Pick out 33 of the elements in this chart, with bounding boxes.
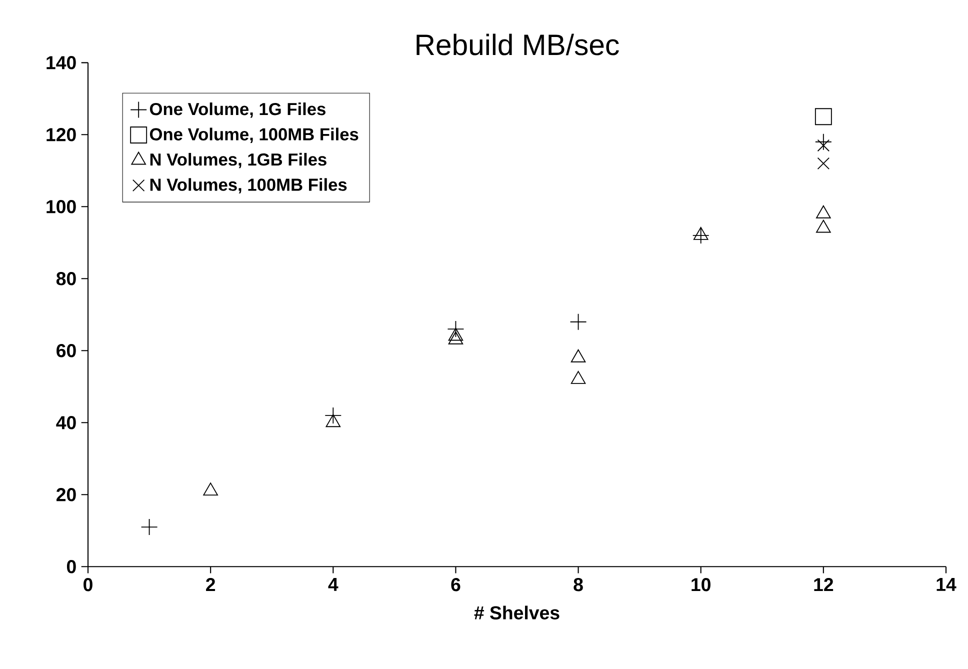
y-tick-label: 60	[56, 344, 76, 358]
legend-label: One Volume, 100MB Files	[150, 128, 358, 143]
y-tick-label: 100	[46, 200, 76, 214]
y-tick-label: 120	[46, 128, 76, 142]
legend-label: One Volume, 1G Files	[150, 102, 326, 118]
point	[326, 414, 341, 427]
y-tick-label: 80	[56, 272, 76, 286]
y-tick-label: 140	[46, 56, 76, 70]
x-tick-label: 2	[206, 578, 216, 591]
chart-title: Rebuild MB/sec	[416, 34, 619, 56]
point	[448, 331, 464, 344]
x-tick-label: 6	[451, 578, 460, 592]
x-tick-label: 8	[574, 578, 583, 592]
x-tick-label: 14	[936, 578, 956, 591]
x-tick-label: 4	[328, 578, 338, 591]
legend-label: N Volumes, 1GB Files	[150, 152, 326, 168]
point	[448, 328, 464, 341]
y-tick-label: 0	[66, 560, 76, 574]
point	[817, 157, 830, 170]
legend-label: N Volumes, 100MB Files	[150, 178, 347, 194]
x-tick-label: 12	[814, 578, 834, 591]
point	[570, 370, 586, 384]
y-tick-label: 20	[56, 488, 76, 502]
point	[816, 205, 831, 218]
y-tick-label: 40	[56, 416, 76, 430]
point	[814, 108, 832, 125]
point	[816, 220, 831, 233]
point	[203, 482, 218, 496]
point	[817, 139, 830, 152]
x-axis-title: # Shelves	[474, 606, 560, 620]
x-tick-label: 0	[84, 578, 92, 592]
x-tick-label: 10	[692, 578, 710, 592]
point	[570, 349, 586, 362]
